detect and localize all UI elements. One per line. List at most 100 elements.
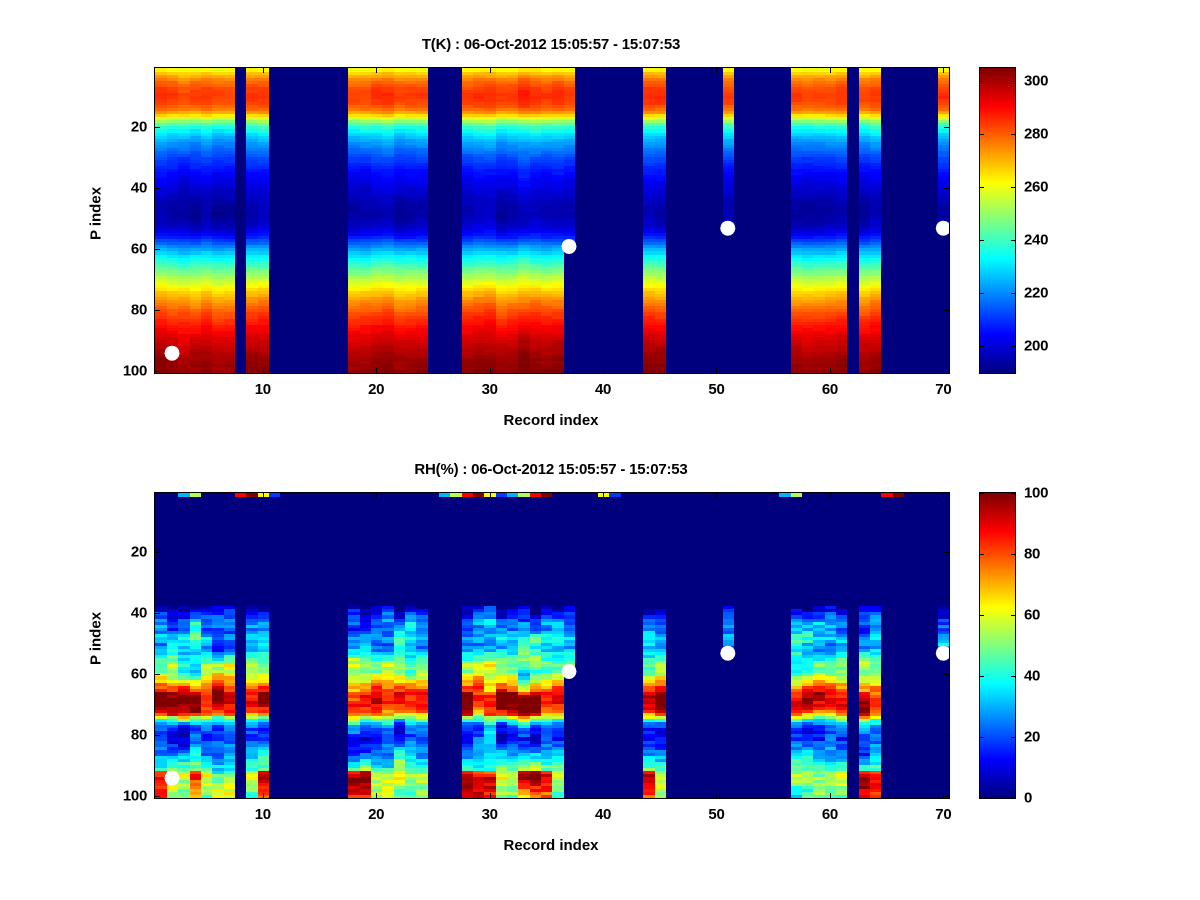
colorbar-tick-mark-right (1011, 240, 1015, 242)
xtick-mark-top (489, 493, 491, 498)
xtick-mark (262, 368, 264, 373)
xtick-mark (829, 368, 831, 373)
xtick-label: 50 (708, 381, 725, 398)
colorbar-temperature-canvas (980, 68, 1015, 373)
xtick-label: 20 (368, 806, 385, 823)
ytick-label: 60 (130, 665, 147, 683)
xtick-label: 40 (594, 806, 612, 823)
xtick-mark (262, 793, 264, 798)
ytick-label: 80 (130, 301, 147, 319)
colorbar-tick-mark-left (980, 187, 984, 189)
ytick-label: 100 (122, 362, 147, 380)
colorbar-tick-label: 80 (1024, 545, 1041, 563)
xtick-mark (489, 793, 491, 798)
ylabel-relative-humidity: P index (87, 611, 105, 666)
colorbar-tick-label: 100 (1024, 484, 1049, 502)
colorbar-tick-mark-right (1011, 293, 1015, 295)
ytick-mark-right (944, 310, 949, 312)
xtick-label: 30 (481, 806, 498, 823)
ytick-label: 40 (130, 604, 147, 622)
xtick-mark-top (716, 68, 718, 73)
ytick-mark (155, 249, 160, 251)
colorbar-tick-mark-left (980, 676, 984, 677)
xtick-label: 50 (708, 806, 725, 823)
ytick-mark-right (944, 371, 949, 373)
colorbar-tick-mark-left (980, 798, 984, 799)
xtick-label: 20 (368, 381, 385, 398)
xtick-mark (376, 793, 378, 798)
colorbar-tick-mark-right (1011, 554, 1015, 555)
colorbar-tick-label: 0 (1024, 789, 1033, 807)
colorbar-tick-mark-right (1011, 346, 1015, 348)
ytick-mark (155, 796, 160, 798)
colorbar-tick-mark-left (980, 134, 984, 136)
ytick-mark-right (944, 613, 949, 615)
colorbar-tick-mark-right (1011, 676, 1015, 677)
ytick-mark-right (944, 127, 949, 129)
heatmap-temperature-canvas (155, 68, 949, 373)
xtick-mark (603, 368, 605, 373)
colorbar-tick-mark-left (980, 737, 984, 738)
ytick-mark (155, 371, 160, 373)
panel-temperature: T(K) : 06-Oct-2012 15:05:57 - 15:07:53 1… (0, 0, 1200, 440)
xtick-mark-top (489, 68, 491, 73)
ytick-mark (155, 735, 160, 737)
xtick-mark-top (376, 68, 378, 73)
colorbar-temperature[interactable] (979, 67, 1016, 374)
xtick-mark (943, 793, 945, 798)
xlabel-relative-humidity: Record index (503, 837, 599, 854)
xtick-mark (943, 368, 945, 373)
xtick-mark-top (262, 68, 264, 73)
colorbar-tick-label: 200 (1024, 337, 1049, 355)
colorbar-tick-mark-left (980, 554, 984, 555)
xtick-label: 10 (254, 806, 271, 823)
colorbar-tick-label: 60 (1024, 606, 1041, 624)
colorbar-tick-label: 300 (1024, 72, 1049, 90)
colorbar-tick-mark-left (980, 293, 984, 295)
xtick-mark-top (716, 493, 718, 498)
heatmap-relative-humidity-canvas (155, 493, 949, 798)
ytick-label: 20 (130, 118, 147, 136)
xtick-mark (829, 793, 831, 798)
colorbar-tick-mark-right (1011, 187, 1015, 189)
colorbar-relative-humidity-canvas (980, 493, 1015, 798)
ytick-mark-right (944, 188, 949, 190)
xlabel-temperature: Record index (503, 412, 599, 429)
colorbar-tick-label: 280 (1024, 125, 1049, 143)
ytick-mark (155, 674, 160, 676)
xtick-mark-top (262, 493, 264, 498)
colorbar-tick-label: 240 (1024, 231, 1049, 249)
heatmap-relative-humidity[interactable] (154, 492, 950, 799)
xtick-label: 40 (594, 381, 612, 398)
ytick-mark (155, 310, 160, 312)
colorbar-tick-label: 220 (1024, 284, 1049, 302)
xtick-mark-top (829, 68, 831, 73)
xtick-mark (489, 368, 491, 373)
ytick-mark (155, 188, 160, 190)
colorbar-tick-mark-left (980, 493, 984, 494)
xtick-mark-top (603, 493, 605, 498)
ytick-mark-right (944, 674, 949, 676)
colorbar-tick-mark-left (980, 240, 984, 242)
xtick-mark-top (603, 68, 605, 73)
xtick-label: 70 (935, 806, 952, 823)
colorbar-tick-mark-left (980, 81, 984, 83)
ytick-label: 60 (130, 240, 147, 258)
colorbar-relative-humidity[interactable] (979, 492, 1016, 799)
colorbar-tick-label: 20 (1024, 728, 1041, 746)
xtick-mark (376, 368, 378, 373)
panel-title-temperature: T(K) : 06-Oct-2012 15:05:57 - 15:07:53 (421, 36, 681, 53)
xtick-mark (716, 368, 718, 373)
colorbar-tick-mark-right (1011, 81, 1015, 83)
colorbar-tick-label: 260 (1024, 178, 1049, 196)
ytick-label: 20 (130, 543, 147, 561)
ytick-label: 80 (130, 726, 147, 744)
colorbar-tick-mark-left (980, 346, 984, 348)
heatmap-temperature[interactable] (154, 67, 950, 374)
ytick-mark (155, 552, 160, 554)
ytick-mark (155, 613, 160, 615)
colorbar-tick-mark-right (1011, 134, 1015, 136)
xtick-label: 60 (821, 806, 838, 823)
